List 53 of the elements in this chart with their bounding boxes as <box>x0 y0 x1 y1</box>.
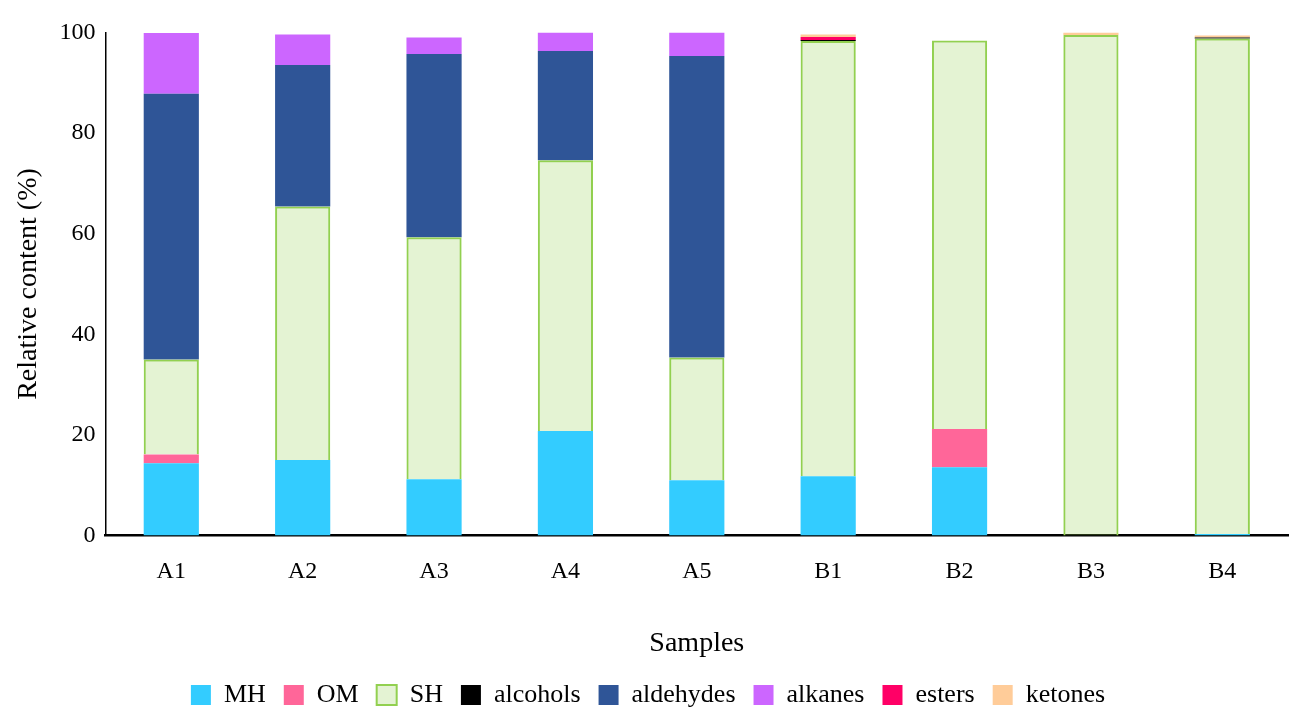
x-tick-label: A5 <box>682 557 712 584</box>
bar <box>275 34 331 66</box>
bar <box>143 463 199 536</box>
bar <box>669 480 725 536</box>
y-tick-label: 100 <box>59 17 96 44</box>
bar <box>406 37 462 55</box>
bar <box>669 357 725 481</box>
bar <box>800 476 856 536</box>
bar <box>275 460 331 536</box>
bar <box>669 32 725 57</box>
bar <box>406 479 462 536</box>
bar <box>406 237 462 480</box>
bar <box>406 54 462 238</box>
legend-label: alkanes <box>786 678 865 708</box>
x-tick-label: B3 <box>1076 557 1105 584</box>
x-tick-label: A3 <box>419 557 449 584</box>
bar <box>143 93 199 360</box>
y-axis-title: Relative content (%) <box>11 168 43 400</box>
bar <box>669 56 725 358</box>
x-tick-label: A1 <box>156 557 186 584</box>
bar <box>800 40 856 477</box>
bar <box>143 454 199 464</box>
x-tick-label: A4 <box>550 557 581 584</box>
x-tick-label: B2 <box>945 557 974 584</box>
legend-label: aldehydes <box>631 678 736 708</box>
x-tick-label: B4 <box>1208 557 1237 584</box>
bar <box>143 359 199 455</box>
x-axis-title: Samples <box>649 625 745 657</box>
legend-label: MH <box>223 678 267 708</box>
legend-label: SH <box>409 678 444 708</box>
legend-label: ketones <box>1025 678 1106 708</box>
bar <box>537 160 594 431</box>
legend-label: OM <box>316 678 359 708</box>
y-tick-label: 0 <box>83 520 96 547</box>
y-tick-label: 20 <box>71 420 96 447</box>
x-tick-label: B1 <box>814 557 843 584</box>
bar <box>275 206 331 461</box>
bar <box>537 51 594 161</box>
y-tick-label: 80 <box>71 118 96 145</box>
y-tick-label: 40 <box>71 319 96 346</box>
legend-label: esters <box>915 678 975 708</box>
bar <box>537 430 594 536</box>
x-tick-label: A2 <box>287 557 318 584</box>
bar <box>931 467 988 536</box>
bar <box>931 428 988 468</box>
bar <box>143 32 199 94</box>
bar <box>1194 38 1250 535</box>
y-tick-label: 60 <box>71 218 96 245</box>
legend-label: alcohols <box>493 678 581 708</box>
bar <box>1063 34 1119 536</box>
bar <box>537 32 594 52</box>
bar <box>275 65 331 207</box>
bar <box>931 40 988 429</box>
